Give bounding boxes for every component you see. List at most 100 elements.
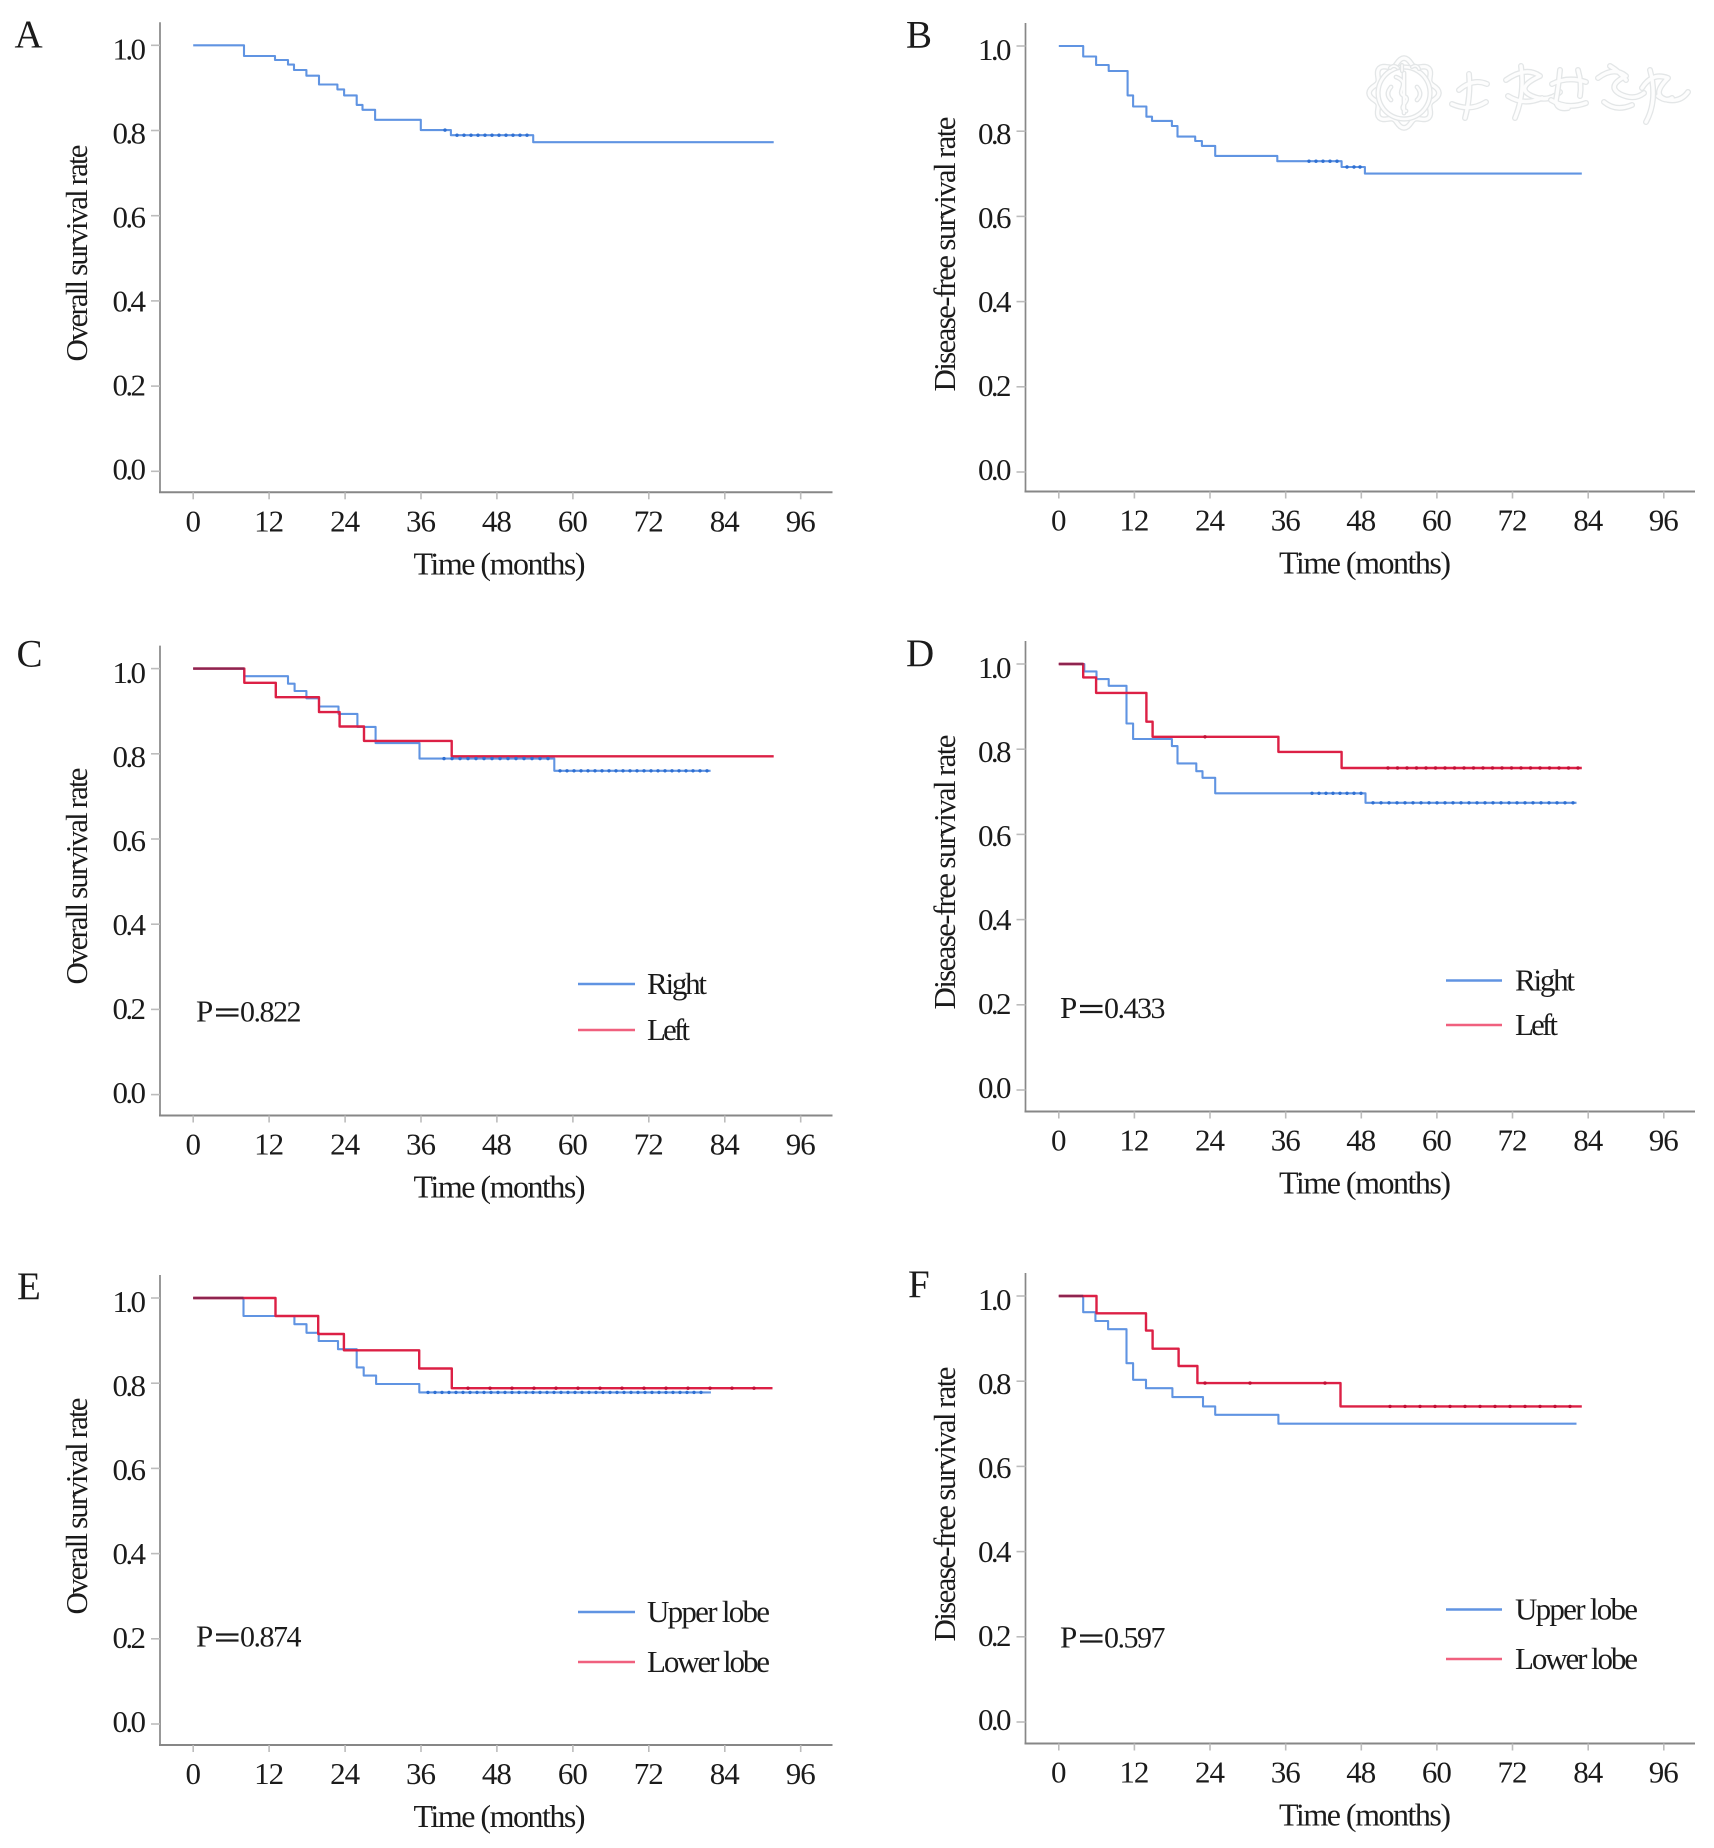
svg-text:E: E bbox=[17, 1265, 41, 1308]
svg-text:0.4: 0.4 bbox=[113, 1536, 147, 1571]
svg-text:24: 24 bbox=[330, 1127, 361, 1162]
svg-text:36: 36 bbox=[406, 1756, 436, 1791]
svg-text:0.0: 0.0 bbox=[978, 452, 1012, 487]
svg-text:0.4: 0.4 bbox=[113, 284, 147, 319]
svg-text:72: 72 bbox=[1498, 1755, 1528, 1790]
svg-text:P: P bbox=[196, 1619, 213, 1654]
svg-text:C: C bbox=[17, 633, 43, 676]
svg-text:96: 96 bbox=[786, 1127, 816, 1162]
svg-text:0.2: 0.2 bbox=[113, 991, 147, 1026]
svg-text:72: 72 bbox=[1498, 1123, 1528, 1158]
svg-text:48: 48 bbox=[1346, 1755, 1376, 1790]
svg-text:36: 36 bbox=[1271, 503, 1301, 538]
svg-text:Time (months): Time (months) bbox=[414, 545, 586, 581]
svg-text:1.0: 1.0 bbox=[978, 1282, 1012, 1317]
svg-text:60: 60 bbox=[1422, 503, 1452, 538]
svg-text:Left: Left bbox=[647, 1012, 690, 1047]
svg-text:0.2: 0.2 bbox=[978, 368, 1012, 403]
svg-text:36: 36 bbox=[1271, 1123, 1301, 1158]
svg-text:0.4: 0.4 bbox=[978, 284, 1012, 319]
svg-text:P: P bbox=[196, 994, 213, 1029]
svg-text:48: 48 bbox=[482, 1756, 512, 1791]
svg-text:12: 12 bbox=[1119, 1755, 1149, 1790]
svg-text:Time (months): Time (months) bbox=[1279, 545, 1451, 581]
svg-text:12: 12 bbox=[254, 503, 284, 538]
svg-text:0.0: 0.0 bbox=[113, 1704, 147, 1739]
svg-text:0.2: 0.2 bbox=[978, 1618, 1012, 1653]
svg-text:36: 36 bbox=[1271, 1755, 1301, 1790]
svg-text:0.0: 0.0 bbox=[978, 1702, 1012, 1737]
svg-text:0.6: 0.6 bbox=[113, 823, 147, 858]
svg-text:1.0: 1.0 bbox=[113, 1284, 147, 1319]
svg-text:Upper lobe: Upper lobe bbox=[647, 1594, 770, 1629]
svg-text:84: 84 bbox=[710, 1127, 741, 1162]
svg-text:84: 84 bbox=[1573, 1755, 1604, 1790]
svg-text:0.2: 0.2 bbox=[978, 986, 1012, 1021]
svg-text:0.0: 0.0 bbox=[113, 1075, 147, 1110]
svg-text:0.2: 0.2 bbox=[113, 1620, 147, 1655]
svg-text:P: P bbox=[1060, 990, 1077, 1025]
svg-text:Time (months): Time (months) bbox=[1279, 1797, 1451, 1833]
svg-text:0.0: 0.0 bbox=[978, 1070, 1012, 1105]
svg-text:60: 60 bbox=[558, 503, 588, 538]
svg-text:72: 72 bbox=[634, 1127, 664, 1162]
svg-text:48: 48 bbox=[1346, 503, 1376, 538]
svg-text:24: 24 bbox=[330, 503, 361, 538]
svg-text:0.8: 0.8 bbox=[978, 116, 1012, 151]
svg-text:B: B bbox=[906, 14, 932, 57]
svg-text:60: 60 bbox=[1422, 1123, 1452, 1158]
svg-text:0: 0 bbox=[185, 1756, 201, 1791]
svg-text:84: 84 bbox=[1573, 503, 1604, 538]
svg-text:Lower lobe: Lower lobe bbox=[647, 1644, 770, 1679]
svg-text:Right: Right bbox=[647, 966, 707, 1001]
svg-text:72: 72 bbox=[1498, 503, 1528, 538]
svg-text:0.6: 0.6 bbox=[113, 1452, 147, 1487]
svg-text:Left: Left bbox=[1515, 1007, 1558, 1042]
svg-text:96: 96 bbox=[1649, 1755, 1679, 1790]
svg-text:48: 48 bbox=[482, 1127, 512, 1162]
svg-text:Time (months): Time (months) bbox=[1279, 1165, 1451, 1201]
svg-text:Overall survival rate: Overall survival rate bbox=[59, 768, 94, 985]
svg-text:0.4: 0.4 bbox=[113, 907, 147, 942]
svg-text:24: 24 bbox=[1195, 1123, 1226, 1158]
svg-text:96: 96 bbox=[1649, 1123, 1679, 1158]
svg-text:84: 84 bbox=[710, 503, 741, 538]
svg-text:1.0: 1.0 bbox=[113, 655, 147, 690]
svg-text:84: 84 bbox=[1573, 1123, 1604, 1158]
svg-text:24: 24 bbox=[1195, 1755, 1226, 1790]
svg-text:0.6: 0.6 bbox=[978, 818, 1012, 853]
svg-text:0: 0 bbox=[185, 503, 201, 538]
svg-text:0.8: 0.8 bbox=[113, 116, 147, 151]
svg-text:60: 60 bbox=[558, 1756, 588, 1791]
svg-text:0.433: 0.433 bbox=[1104, 992, 1166, 1025]
svg-text:96: 96 bbox=[786, 1756, 816, 1791]
svg-text:48: 48 bbox=[1346, 1123, 1376, 1158]
svg-text:84: 84 bbox=[710, 1756, 741, 1791]
svg-text:Upper lobe: Upper lobe bbox=[1515, 1592, 1638, 1627]
svg-text:36: 36 bbox=[406, 503, 436, 538]
svg-text:0.2: 0.2 bbox=[113, 368, 147, 403]
svg-text:Time (months): Time (months) bbox=[414, 1169, 586, 1205]
svg-text:F: F bbox=[908, 1263, 930, 1306]
svg-text:0: 0 bbox=[185, 1127, 201, 1162]
svg-text:0.6: 0.6 bbox=[113, 200, 147, 235]
svg-text:48: 48 bbox=[482, 503, 512, 538]
svg-text:0.6: 0.6 bbox=[978, 200, 1012, 235]
svg-text:A: A bbox=[15, 13, 43, 56]
svg-text:0.597: 0.597 bbox=[1104, 1622, 1166, 1655]
svg-text:0.8: 0.8 bbox=[978, 734, 1012, 769]
svg-text:Overall survival rate: Overall survival rate bbox=[59, 145, 94, 362]
svg-text:60: 60 bbox=[558, 1127, 588, 1162]
svg-text:Overall survival rate: Overall survival rate bbox=[59, 1398, 94, 1615]
svg-text:0.8: 0.8 bbox=[113, 739, 147, 774]
svg-text:12: 12 bbox=[1119, 1123, 1149, 1158]
svg-text:D: D bbox=[906, 632, 934, 675]
svg-text:12: 12 bbox=[254, 1756, 284, 1791]
svg-text:1.0: 1.0 bbox=[978, 650, 1012, 685]
svg-text:0.6: 0.6 bbox=[978, 1450, 1012, 1485]
svg-text:24: 24 bbox=[1195, 503, 1226, 538]
svg-text:Time (months): Time (months) bbox=[414, 1798, 586, 1834]
svg-text:36: 36 bbox=[406, 1127, 436, 1162]
svg-text:72: 72 bbox=[634, 503, 664, 538]
svg-text:0.8: 0.8 bbox=[978, 1366, 1012, 1401]
